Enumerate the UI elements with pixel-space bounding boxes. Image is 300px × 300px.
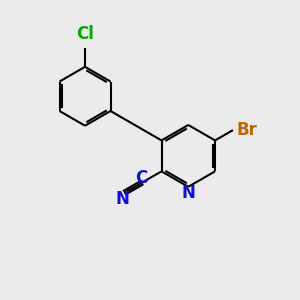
Text: Br: Br xyxy=(236,121,257,139)
Text: N: N xyxy=(181,184,195,202)
Text: C: C xyxy=(135,169,147,187)
Text: Cl: Cl xyxy=(76,25,94,43)
Text: N: N xyxy=(116,190,130,208)
